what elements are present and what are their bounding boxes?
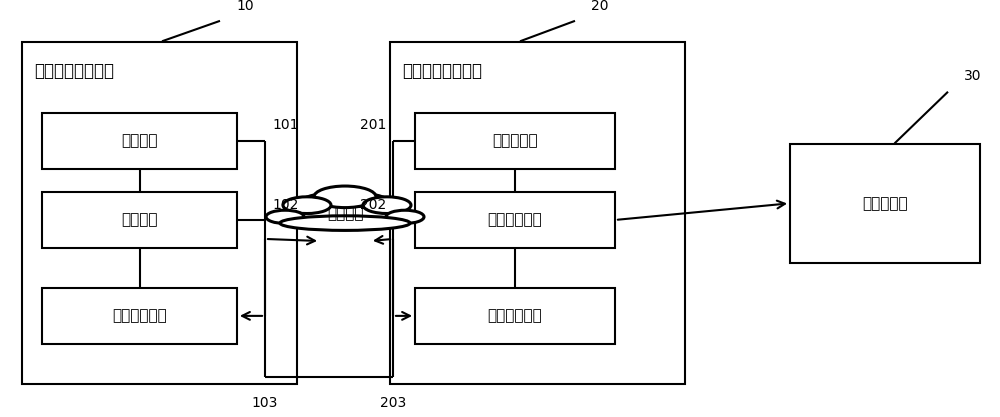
Text: 203: 203 xyxy=(380,396,406,410)
Text: 第二远程用户终端: 第二远程用户终端 xyxy=(402,62,482,80)
Text: 无线网络: 无线网络 xyxy=(327,206,363,221)
Text: 202: 202 xyxy=(360,198,386,211)
Text: 输入模块: 输入模块 xyxy=(121,133,158,148)
Text: 10: 10 xyxy=(236,0,254,13)
Text: 20: 20 xyxy=(591,0,609,13)
Ellipse shape xyxy=(280,216,410,231)
Text: 30: 30 xyxy=(964,69,982,83)
Bar xyxy=(790,144,980,263)
Text: 103: 103 xyxy=(252,396,278,410)
Text: 任务控制模块: 任务控制模块 xyxy=(488,213,542,227)
Ellipse shape xyxy=(386,210,424,224)
Text: 101: 101 xyxy=(272,118,298,133)
Text: 102: 102 xyxy=(272,198,298,211)
Bar xyxy=(42,192,237,248)
Bar xyxy=(415,192,615,248)
Bar xyxy=(42,113,237,169)
Text: 201: 201 xyxy=(360,118,386,133)
Bar xyxy=(22,42,297,384)
Text: 第一通信模块: 第一通信模块 xyxy=(112,309,167,323)
Text: 第二通信模块: 第二通信模块 xyxy=(488,309,542,323)
Bar xyxy=(415,113,615,169)
Ellipse shape xyxy=(314,186,376,208)
Bar xyxy=(415,288,615,344)
Ellipse shape xyxy=(291,191,399,230)
Text: 控制模块: 控制模块 xyxy=(121,213,158,227)
Ellipse shape xyxy=(363,197,411,214)
Text: 神经刺激器: 神经刺激器 xyxy=(862,196,908,211)
Text: 任务集模块: 任务集模块 xyxy=(492,133,538,148)
Bar xyxy=(42,288,237,344)
Text: 第一远程用户终端: 第一远程用户终端 xyxy=(34,62,114,80)
Bar xyxy=(390,42,685,384)
Ellipse shape xyxy=(283,197,331,214)
Ellipse shape xyxy=(266,210,304,224)
